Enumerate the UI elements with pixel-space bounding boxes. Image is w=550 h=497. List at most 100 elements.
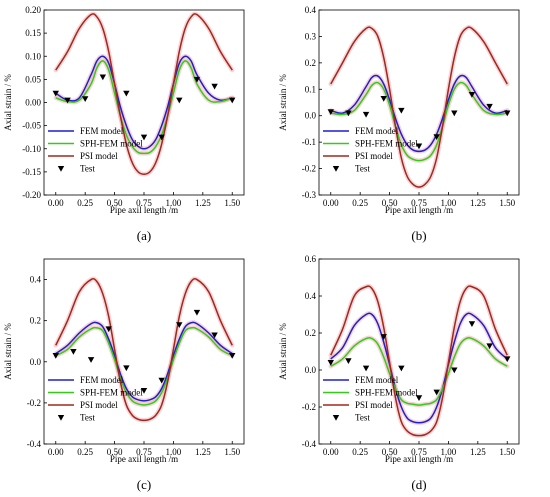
legend-label: Test	[355, 164, 370, 174]
y-axis-label: Axial strain / %	[3, 323, 13, 380]
test-point	[468, 92, 476, 98]
x-tick-label: 0.25	[352, 198, 368, 208]
plot-area	[52, 276, 236, 423]
legend-label: Test	[80, 413, 95, 423]
legend-marker	[332, 414, 340, 421]
x-tick-label: 0.00	[48, 198, 64, 208]
x-tick-label: 1.50	[499, 447, 515, 457]
y-tick-label: 0.4	[305, 291, 317, 301]
test-point	[123, 90, 130, 97]
x-tick-label: 0.00	[48, 447, 64, 457]
x-tick-label: 1.00	[166, 198, 182, 208]
series-line	[330, 81, 508, 162]
y-tick-label: 0.4	[30, 275, 42, 285]
x-tick-label: 0.75	[136, 447, 152, 457]
y-tick-label: 0.1	[305, 84, 316, 94]
test-point	[211, 83, 218, 90]
chart-panel: 0.00 0.25 0.50 0.75 1.00 1.25 1.50 -0.4 -0.2 0.0 0…	[278, 254, 520, 492]
legend-label: FEM model	[355, 126, 399, 136]
chart-panel: 0.00 0.25 0.50 0.75 1.00 1.25 1.50 -0.20 -0.15 -0…	[3, 5, 245, 243]
x-tick-label: 0.25	[352, 447, 368, 457]
y-tick-label: 0.3	[305, 31, 317, 41]
y-tick-label: 0.10	[25, 51, 41, 61]
x-tick-label: 0.50	[107, 447, 123, 457]
y-tick-label: 0.2	[305, 58, 316, 68]
test-point	[380, 334, 387, 340]
y-tick-label: -0.10	[22, 144, 41, 154]
series-line	[55, 60, 233, 155]
test-point	[504, 356, 511, 363]
test-point	[176, 322, 183, 328]
test-point	[398, 365, 405, 372]
legend-label: PSI model	[355, 151, 393, 161]
x-tick-label: 0.75	[136, 198, 152, 208]
x-axis-label: Pipe axil length /m	[110, 454, 178, 464]
y-tick-label: 0.2	[30, 316, 41, 326]
y-tick-label: -0.15	[22, 167, 41, 177]
y-tick-label: -0.2	[27, 398, 41, 408]
x-tick-label: 1.00	[441, 198, 457, 208]
legend-label: SPH-FEM model	[355, 388, 418, 398]
series-line	[55, 13, 233, 175]
test-point	[81, 96, 89, 102]
test-point	[87, 357, 95, 363]
test-point	[433, 389, 440, 396]
x-tick-label: 0.75	[411, 198, 427, 208]
legend-label: Test	[355, 413, 370, 423]
x-axis-label: Pipe axil length /m	[110, 205, 178, 215]
test-point	[158, 377, 165, 384]
y-tick-label: -0.20	[22, 190, 41, 200]
test-point	[64, 97, 71, 104]
legend-label: Test	[80, 164, 95, 174]
x-tick-label: 1.50	[499, 198, 515, 208]
y-tick-label: -0.4	[27, 439, 42, 449]
y-tick-label: 0.0	[305, 111, 317, 121]
test-point	[486, 103, 493, 110]
x-tick-label: 0.25	[77, 198, 93, 208]
legend-label: PSI model	[80, 400, 118, 410]
y-tick-label: -0.3	[302, 190, 317, 200]
x-tick-label: 1.25	[195, 198, 211, 208]
test-point	[52, 90, 59, 97]
test-point	[451, 110, 458, 117]
panel-label: (b)	[411, 228, 426, 243]
series-line	[55, 326, 233, 406]
test-point	[229, 353, 236, 359]
test-point	[345, 110, 352, 117]
y-tick-label: 0.15	[25, 28, 41, 38]
y-tick-label: 0.4	[305, 5, 317, 15]
x-tick-label: 0.50	[382, 198, 398, 208]
series-line	[330, 336, 508, 406]
test-point	[193, 309, 201, 316]
legend-label: PSI model	[355, 400, 393, 410]
y-axis-label: Axial strain / %	[278, 323, 288, 380]
test-point	[415, 395, 423, 401]
test-point	[52, 353, 59, 359]
test-point	[105, 326, 112, 333]
test-point	[70, 348, 77, 355]
x-tick-label: 1.25	[195, 447, 211, 457]
test-point	[468, 321, 476, 327]
series-line	[55, 55, 233, 150]
chart-panel: 0.00 0.25 0.50 0.75 1.00 1.25 1.50 -0.3 -0.2 -0.1…	[278, 5, 520, 243]
series-line	[330, 312, 508, 424]
y-tick-label: 0.2	[305, 328, 316, 338]
chart-panel: 0.00 0.25 0.50 0.75 1.00 1.25 1.50 -0.4 -0.2 0.0 0…	[3, 258, 245, 492]
x-tick-label: 0.25	[77, 447, 93, 457]
x-tick-label: 1.25	[470, 447, 486, 457]
legend-label: FEM model	[80, 126, 124, 136]
x-axis-label: Pipe axil length /m	[385, 205, 453, 215]
panel-label: (a)	[137, 228, 151, 243]
test-point	[99, 74, 107, 81]
legend-label: PSI model	[80, 151, 118, 161]
legend-label: FEM model	[355, 375, 399, 385]
y-axis-label: Axial strain / %	[3, 74, 13, 131]
test-point	[140, 387, 148, 394]
test-point	[433, 134, 440, 141]
plot-area	[327, 283, 511, 438]
test-point	[362, 365, 370, 372]
x-axis-label: Pipe axil length /m	[385, 454, 453, 464]
test-point	[486, 343, 493, 350]
test-point	[398, 107, 405, 114]
